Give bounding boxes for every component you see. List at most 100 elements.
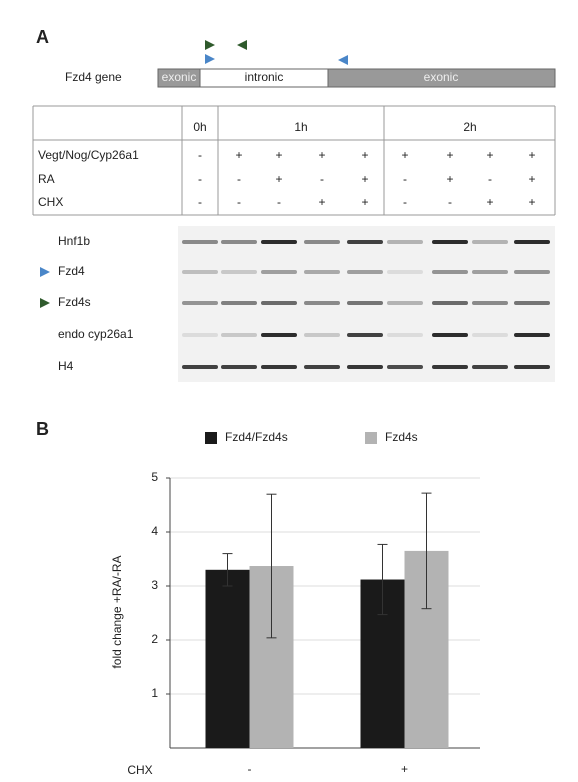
band — [304, 365, 340, 369]
band — [514, 301, 550, 305]
panel-label: B — [36, 419, 49, 439]
primer-arrow — [237, 40, 247, 50]
cell: + — [486, 195, 493, 209]
y-tick-label: 4 — [151, 524, 158, 538]
band — [182, 365, 218, 369]
panel-label: A — [36, 27, 49, 47]
cell: + — [528, 172, 535, 186]
band — [221, 270, 257, 274]
gel-row-label: Fzd4 — [58, 264, 85, 278]
cell: - — [488, 172, 492, 186]
cell: + — [361, 195, 368, 209]
band — [514, 270, 550, 274]
cell: + — [318, 195, 325, 209]
gel-row-label: Hnf1b — [58, 234, 90, 248]
band — [304, 240, 340, 244]
gel-row-label: H4 — [58, 359, 74, 373]
cell: + — [275, 148, 282, 162]
cell: + — [446, 148, 453, 162]
band — [261, 301, 297, 305]
y-tick-label: 1 — [151, 686, 158, 700]
cell: - — [277, 195, 281, 209]
error-bar — [421, 492, 432, 610]
band — [387, 301, 423, 305]
y-tick-label: 3 — [151, 578, 158, 592]
gene-label: Fzd4 gene — [65, 70, 122, 84]
exon — [327, 68, 556, 88]
legend-label: Fzd4s — [385, 430, 418, 444]
band — [347, 301, 383, 305]
gel-row-label: endo cyp26a1 — [58, 327, 134, 341]
error-bar — [377, 543, 388, 616]
cell: - — [403, 195, 407, 209]
band — [347, 365, 383, 369]
legend-swatch — [205, 432, 217, 444]
cell: - — [237, 195, 241, 209]
band — [387, 333, 423, 337]
band — [182, 333, 218, 337]
band — [514, 240, 550, 244]
band — [304, 333, 340, 337]
cell: + — [235, 148, 242, 162]
x-tick-label: - — [248, 762, 252, 776]
x-tick-label: + — [401, 762, 408, 776]
band — [472, 301, 508, 305]
band — [221, 240, 257, 244]
band — [221, 365, 257, 369]
cell: + — [528, 148, 535, 162]
band — [387, 240, 423, 244]
segment-label: exonic — [424, 70, 459, 84]
time-header: 2h — [463, 120, 476, 134]
primer-arrow — [40, 298, 50, 308]
band — [432, 270, 468, 274]
error-bar — [266, 493, 277, 639]
band — [514, 365, 550, 369]
cell: - — [198, 172, 202, 186]
band — [514, 333, 550, 337]
cell: + — [275, 172, 282, 186]
band — [432, 333, 468, 337]
band — [347, 333, 383, 337]
band — [472, 240, 508, 244]
band — [347, 240, 383, 244]
band — [432, 301, 468, 305]
cell: - — [403, 172, 407, 186]
band — [304, 270, 340, 274]
band — [472, 365, 508, 369]
cell: - — [448, 195, 452, 209]
cell: + — [486, 148, 493, 162]
cell: + — [446, 172, 453, 186]
y-tick-label: 2 — [151, 632, 158, 646]
band — [261, 270, 297, 274]
band — [261, 333, 297, 337]
band — [432, 365, 468, 369]
band — [472, 270, 508, 274]
band — [387, 270, 423, 274]
cell: + — [361, 148, 368, 162]
band — [304, 301, 340, 305]
band — [432, 240, 468, 244]
band — [472, 333, 508, 337]
bar — [205, 569, 250, 748]
cell: - — [198, 195, 202, 209]
band — [221, 333, 257, 337]
band — [347, 270, 383, 274]
cell: - — [320, 172, 324, 186]
band — [182, 301, 218, 305]
cell: + — [528, 195, 535, 209]
time-header: 1h — [294, 120, 307, 134]
cell: - — [237, 172, 241, 186]
band — [261, 365, 297, 369]
cell: - — [198, 148, 202, 162]
cell: + — [361, 172, 368, 186]
segment-label: intronic — [245, 70, 284, 84]
primer-arrow — [338, 55, 348, 65]
legend-label: Fzd4/Fzd4s — [225, 430, 288, 444]
primer-arrow — [205, 40, 215, 50]
y-tick-label: 5 — [151, 470, 158, 484]
row-label: CHX — [38, 195, 63, 209]
gel-row-label: Fzd4s — [58, 295, 91, 309]
x-axis-label: CHX — [127, 763, 152, 777]
